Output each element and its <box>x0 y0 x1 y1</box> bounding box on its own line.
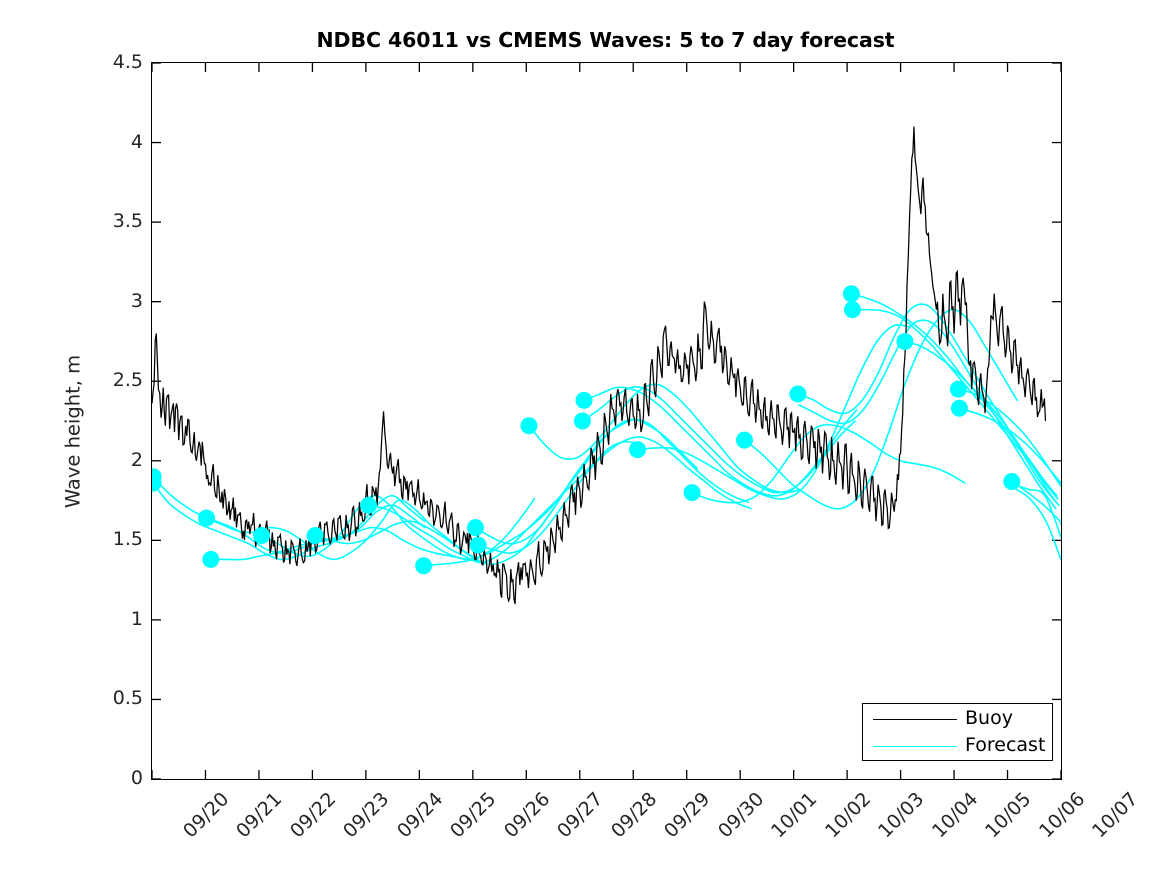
x-tick-label: 09/22 <box>285 788 341 843</box>
x-tick-label: 09/21 <box>232 788 287 843</box>
y-tick-label: 2.5 <box>112 369 143 392</box>
legend-swatch-buoy <box>873 719 957 720</box>
x-tick-label: 09/27 <box>553 788 608 843</box>
y-tick-label: 4.5 <box>112 51 143 73</box>
legend-label-forecast: Forecast <box>965 734 1046 756</box>
x-tick-label: 09/25 <box>446 788 501 843</box>
legend-entry-forecast: Forecast <box>863 732 1052 761</box>
x-tick-label: 10/04 <box>927 788 982 843</box>
y-tick-label: 1.5 <box>112 528 143 551</box>
x-tick-label: 09/29 <box>660 788 715 843</box>
y-tick-label: 0.5 <box>112 687 143 710</box>
y-tick-label: 1 <box>130 607 143 630</box>
x-tick-label: 09/26 <box>499 788 555 843</box>
chart-title: NDBC 46011 vs CMEMS Waves: 5 to 7 day fo… <box>316 28 895 52</box>
y-tick-label: 3.5 <box>112 210 143 233</box>
x-tick-label: 10/02 <box>820 788 875 843</box>
x-tick-label: 10/06 <box>1034 788 1089 843</box>
y-tick-label: 4 <box>130 130 143 153</box>
x-tick-label: 09/23 <box>339 788 394 843</box>
x-tick-label: 09/30 <box>713 788 769 843</box>
forecast-marker-group <box>152 285 1021 575</box>
legend-swatch-forecast <box>873 746 957 747</box>
y-tick-label: 3 <box>130 289 143 312</box>
x-tick-label: 10/05 <box>981 788 1036 843</box>
chart-legend: Buoy Forecast <box>862 703 1053 761</box>
legend-label-buoy: Buoy <box>965 707 1013 729</box>
buoy-line-group <box>152 126 1047 605</box>
x-tick-label: 09/28 <box>606 788 662 843</box>
y-tick-label: 0 <box>130 767 143 789</box>
legend-entry-buoy: Buoy <box>863 705 1052 734</box>
x-tick-label: 10/03 <box>874 788 929 843</box>
y-axis-tick-labels: 0 0.5 1 1.5 2 2.5 3 3.5 4 4.5 <box>0 0 143 875</box>
x-tick-label: 10/07 <box>1088 788 1143 843</box>
y-tick-label: 2 <box>130 448 143 471</box>
plot-area <box>151 62 1062 780</box>
x-tick-label: 09/20 <box>179 788 234 843</box>
plot-svg <box>152 63 1061 779</box>
axis-tick-marks <box>152 63 1061 779</box>
x-tick-label: 09/24 <box>392 788 448 843</box>
x-tick-label: 10/01 <box>767 788 822 843</box>
